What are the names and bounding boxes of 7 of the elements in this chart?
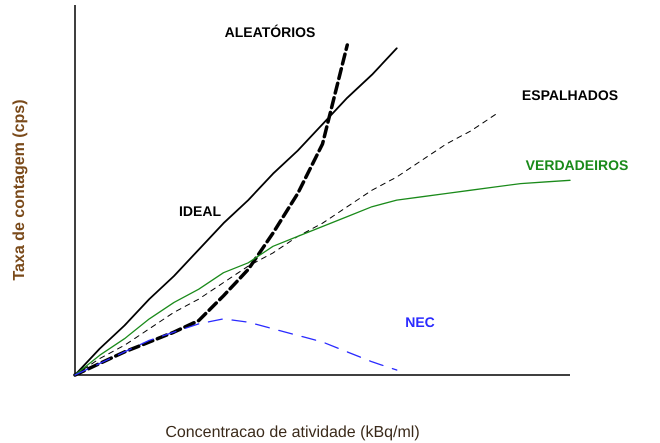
y-axis-title: Taxa de contagem (cps) [11,99,28,281]
x-axis-title: Concentracao de atividade (kBq/ml) [165,424,420,441]
text: ESPALHADOS [522,87,618,103]
text: NEC [405,314,435,330]
text: ALEATÓRIOS [224,24,316,40]
series-label: IDEAL [179,203,222,219]
series-label: VERDADEIROS [526,157,628,173]
